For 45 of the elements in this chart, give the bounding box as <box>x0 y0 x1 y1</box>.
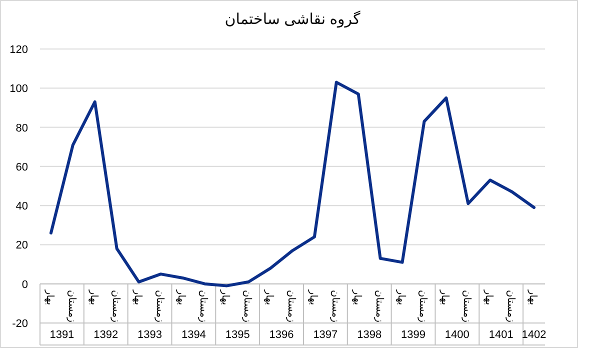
x-tick-label: زمستان <box>242 290 253 323</box>
y-tick-label: 80 <box>16 122 28 134</box>
x-tick-label: بهار <box>483 288 494 306</box>
x-tick-label: زمستان <box>329 290 340 323</box>
text: 1397 <box>313 329 338 341</box>
text: 1393 <box>138 329 162 341</box>
x-tick-label: بهار <box>351 288 362 306</box>
text: 1402 <box>522 329 546 341</box>
x-tick-label: بهار <box>307 288 318 306</box>
x-tick-label: بهار <box>395 288 406 306</box>
text: 1395 <box>225 329 250 341</box>
x-tick-label: زمستان <box>505 290 516 323</box>
x-tick-label: زمستان <box>110 290 121 323</box>
x-tick-label: زمستان <box>417 290 428 323</box>
x-tick-label: زمستان <box>373 290 384 323</box>
x-tick-label: بهار <box>44 288 55 306</box>
x-tick-label: زمستان <box>154 290 165 323</box>
text: 1401 <box>488 329 514 341</box>
y-tick-label: 60 <box>16 161 28 174</box>
text: 1392 <box>94 329 118 341</box>
text: 1398 <box>357 329 382 341</box>
x-tick-label: زمستان <box>198 290 209 323</box>
y-tick-label: 20 <box>16 240 28 252</box>
text: 1399 <box>401 329 426 341</box>
text: 1394 <box>181 329 206 341</box>
x-tick-label: بهار <box>264 288 275 306</box>
y-tick-label: 100 <box>10 83 28 96</box>
x-tick-label: زمستان <box>461 290 472 323</box>
x-tick-label: بهار <box>220 288 231 306</box>
line-series <box>49 80 536 288</box>
y-tick-label: -20 <box>12 318 28 330</box>
chart-title: گروه نقاشی ساختمان <box>224 10 362 28</box>
x-tick-label: بهار <box>439 288 450 306</box>
x-tick-label: بهار <box>132 288 143 306</box>
text: 1396 <box>269 329 294 341</box>
x-tick-label: بهار <box>176 288 187 306</box>
y-tick-label: 120 <box>10 44 28 56</box>
text: 1391 <box>50 329 74 341</box>
text: 1400 <box>444 329 470 341</box>
y-tick-label: 40 <box>16 200 28 213</box>
x-tick-label: زمستان <box>66 290 77 323</box>
x-tick-label: زمستان <box>286 290 296 323</box>
y-tick-label: 0 <box>22 278 28 291</box>
x-tick-label: بهار <box>88 288 99 306</box>
x-tick-label: بهار <box>527 288 538 306</box>
